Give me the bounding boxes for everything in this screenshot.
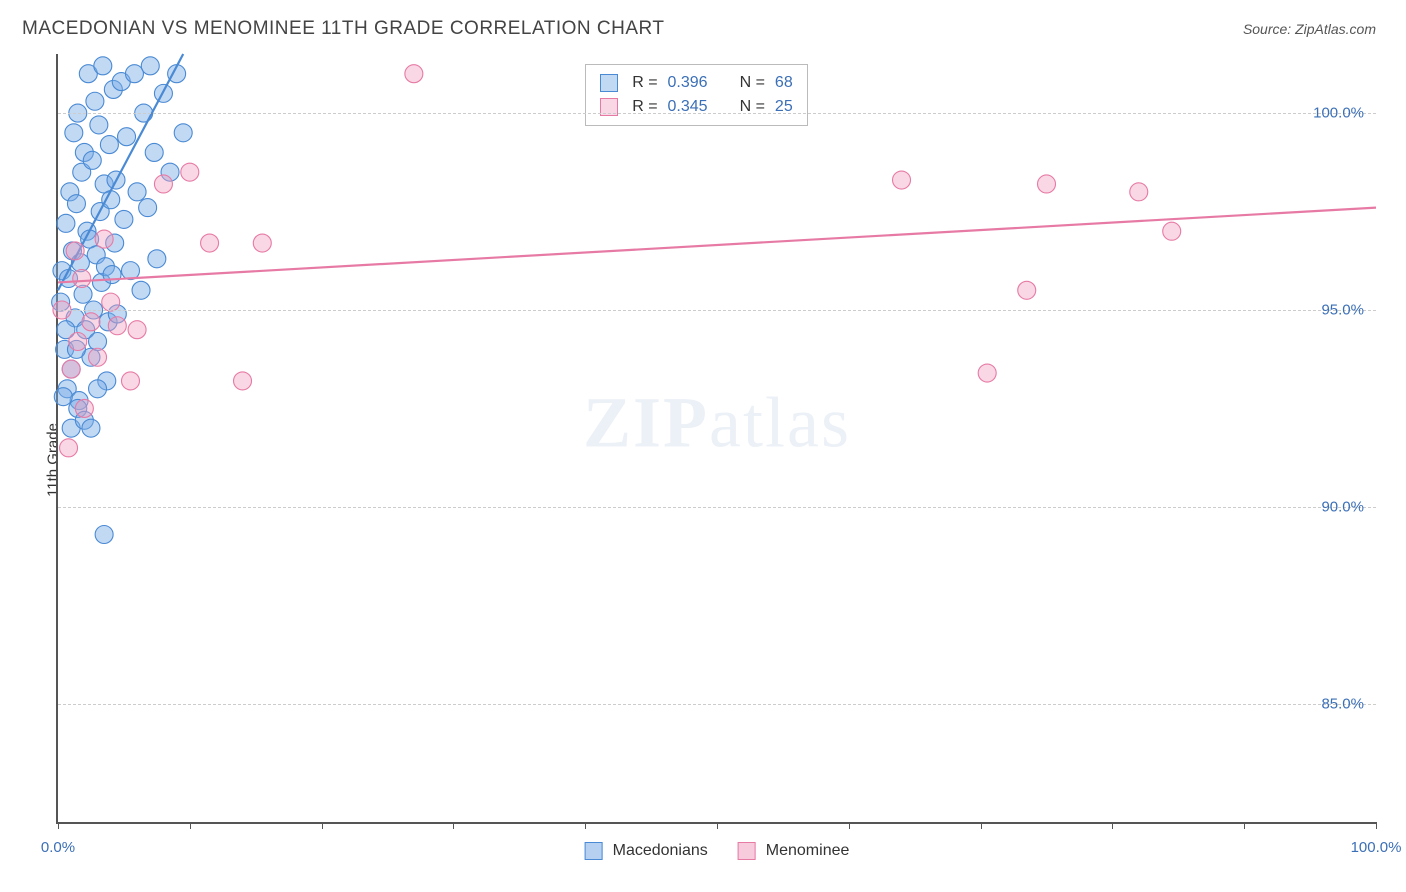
scatter-point	[234, 372, 252, 390]
scatter-point	[62, 360, 80, 378]
x-tick	[981, 822, 982, 829]
y-tick-label: 90.0%	[1321, 498, 1364, 515]
gridline-h	[58, 310, 1376, 311]
r-label: R =	[632, 95, 657, 119]
scatter-point	[103, 266, 121, 284]
x-tick	[1244, 822, 1245, 829]
series-swatch	[600, 74, 618, 92]
gridline-h	[58, 507, 1376, 508]
scatter-point	[148, 250, 166, 268]
scatter-point	[82, 313, 100, 331]
scatter-point	[69, 333, 87, 351]
r-value: 0.345	[668, 95, 708, 119]
scatter-point	[95, 230, 113, 248]
scatter-point	[67, 195, 85, 213]
legend-swatch	[585, 842, 603, 860]
scatter-point	[89, 380, 107, 398]
scatter-point	[83, 151, 101, 169]
stats-row: R = 0.396 N = 68	[600, 71, 793, 95]
scatter-point	[90, 116, 108, 134]
scatter-point	[65, 124, 83, 142]
scatter-svg-layer	[58, 54, 1376, 822]
scatter-point	[128, 321, 146, 339]
scatter-point	[139, 199, 157, 217]
x-tick	[190, 822, 191, 829]
scatter-point	[75, 399, 93, 417]
scatter-point	[405, 65, 423, 83]
scatter-point	[86, 92, 104, 110]
x-tick	[585, 822, 586, 829]
n-value: 25	[775, 95, 793, 119]
scatter-point	[60, 439, 78, 457]
scatter-point	[100, 136, 118, 154]
plot-area: ZIPatlas R =0.396N =68R =0.345N =25 Mace…	[56, 54, 1376, 824]
scatter-point	[54, 388, 72, 406]
source-name: ZipAtlas.com	[1295, 21, 1376, 37]
scatter-point	[115, 210, 133, 228]
legend-item: Menominee	[738, 842, 850, 860]
scatter-point	[128, 183, 146, 201]
x-tick	[322, 822, 323, 829]
legend-label: Menominee	[766, 842, 850, 860]
legend-bottom: Macedonians Menominee	[585, 842, 850, 860]
x-tick-label-left: 0.0%	[41, 839, 75, 856]
scatter-point	[893, 171, 911, 189]
scatter-point	[108, 317, 126, 335]
legend-swatch	[738, 842, 756, 860]
gridline-h	[58, 704, 1376, 705]
x-tick	[1112, 822, 1113, 829]
scatter-point	[253, 234, 271, 252]
scatter-point	[1038, 175, 1056, 193]
legend-item: Macedonians	[585, 842, 708, 860]
scatter-point	[73, 269, 91, 287]
scatter-point	[125, 65, 143, 83]
scatter-point	[145, 143, 163, 161]
x-tick	[1376, 822, 1377, 829]
scatter-point	[57, 214, 75, 232]
y-tick-label: 85.0%	[1321, 695, 1364, 712]
x-tick	[58, 822, 59, 829]
chart-container: 11th Grade ZIPatlas R =0.396N =68R =0.34…	[22, 50, 1382, 870]
scatter-point	[94, 57, 112, 75]
scatter-point	[154, 175, 172, 193]
x-tick	[717, 822, 718, 829]
r-label: R =	[632, 71, 657, 95]
x-tick	[453, 822, 454, 829]
r-value: 0.396	[668, 71, 708, 95]
source-credit: Source: ZipAtlas.com	[1243, 21, 1376, 37]
scatter-point	[181, 163, 199, 181]
scatter-point	[66, 242, 84, 260]
scatter-point	[102, 293, 120, 311]
scatter-point	[978, 364, 996, 382]
scatter-point	[201, 234, 219, 252]
scatter-point	[1018, 281, 1036, 299]
scatter-point	[174, 124, 192, 142]
legend-label: Macedonians	[613, 842, 708, 860]
n-value: 68	[775, 71, 793, 95]
n-label: N =	[740, 95, 765, 119]
gridline-h	[58, 113, 1376, 114]
source-label: Source:	[1243, 21, 1295, 37]
scatter-point	[1163, 222, 1181, 240]
chart-header: MACEDONIAN VS MENOMINEE 11TH GRADE CORRE…	[0, 0, 1406, 48]
y-tick-label: 100.0%	[1313, 105, 1364, 122]
scatter-point	[132, 281, 150, 299]
stats-row: R = 0.345 N = 25	[600, 95, 793, 119]
scatter-point	[89, 348, 107, 366]
scatter-point	[121, 372, 139, 390]
scatter-point	[118, 128, 136, 146]
scatter-point	[82, 419, 100, 437]
scatter-point	[1130, 183, 1148, 201]
scatter-point	[102, 191, 120, 209]
correlation-stats-box: R = 0.396 N = 68 R = 0.345 N = 25	[585, 64, 808, 126]
y-tick-label: 95.0%	[1321, 302, 1364, 319]
chart-title: MACEDONIAN VS MENOMINEE 11TH GRADE CORRE…	[22, 18, 665, 40]
x-tick-label-right: 100.0%	[1351, 839, 1402, 856]
x-tick	[849, 822, 850, 829]
scatter-point	[95, 525, 113, 543]
scatter-point	[141, 57, 159, 75]
n-label: N =	[740, 71, 765, 95]
